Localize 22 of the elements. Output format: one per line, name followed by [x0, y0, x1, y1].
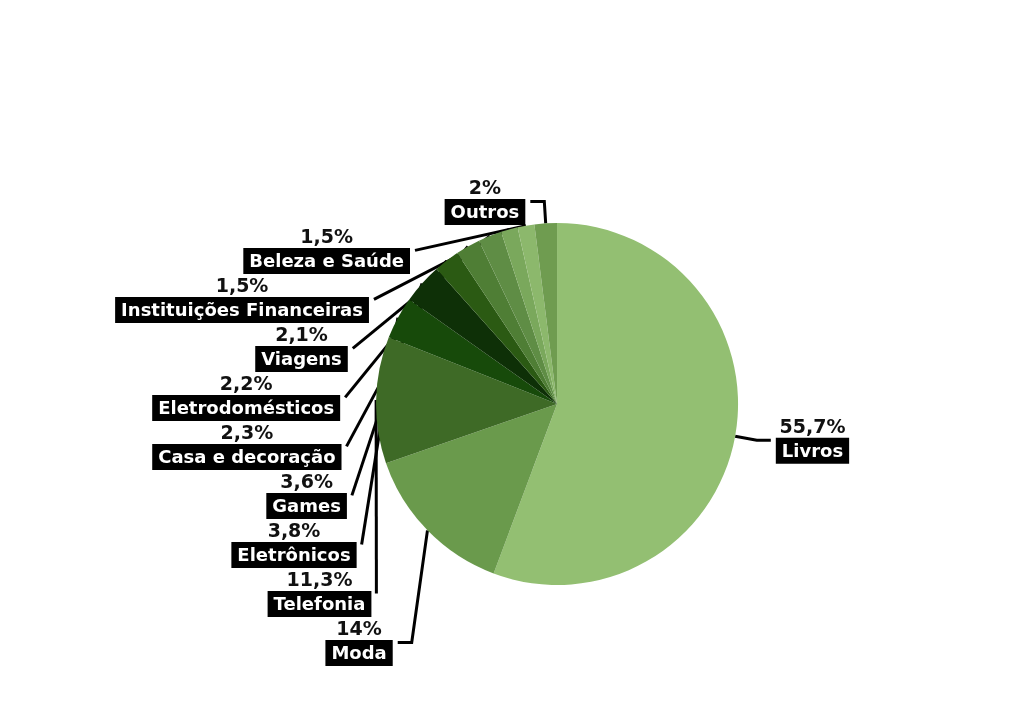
slice-label: Viagens: [261, 348, 342, 370]
data-label: 2,3%: [220, 421, 274, 444]
slice-label: Livros: [781, 440, 844, 462]
data-label: 3,6%: [280, 470, 333, 493]
data-label: 2,2%: [219, 372, 273, 395]
slice-label: Casa e decoração: [158, 446, 336, 468]
slice-label: Instituições Financeiras: [121, 299, 363, 321]
slice-label: Outros: [450, 201, 520, 223]
slice-label: Beleza e Saúde: [249, 250, 404, 272]
data-label: 1,5%: [215, 274, 269, 297]
data-label: 14%: [336, 617, 382, 640]
data-label: 2%: [468, 176, 502, 199]
slice-label: Eletrodomésticos: [158, 397, 335, 419]
data-label: 3,8%: [267, 519, 321, 542]
slice-label: Telefonia: [273, 593, 366, 615]
slice-label: Moda: [331, 642, 387, 664]
data-label: 2,1%: [275, 323, 328, 346]
data-label: 55,7%: [779, 415, 846, 438]
slice-label: Games: [272, 495, 341, 517]
data-label: 11,3%: [286, 568, 353, 591]
slice-label: Eletrônicos: [237, 544, 351, 566]
data-label: 1,5%: [300, 225, 354, 248]
